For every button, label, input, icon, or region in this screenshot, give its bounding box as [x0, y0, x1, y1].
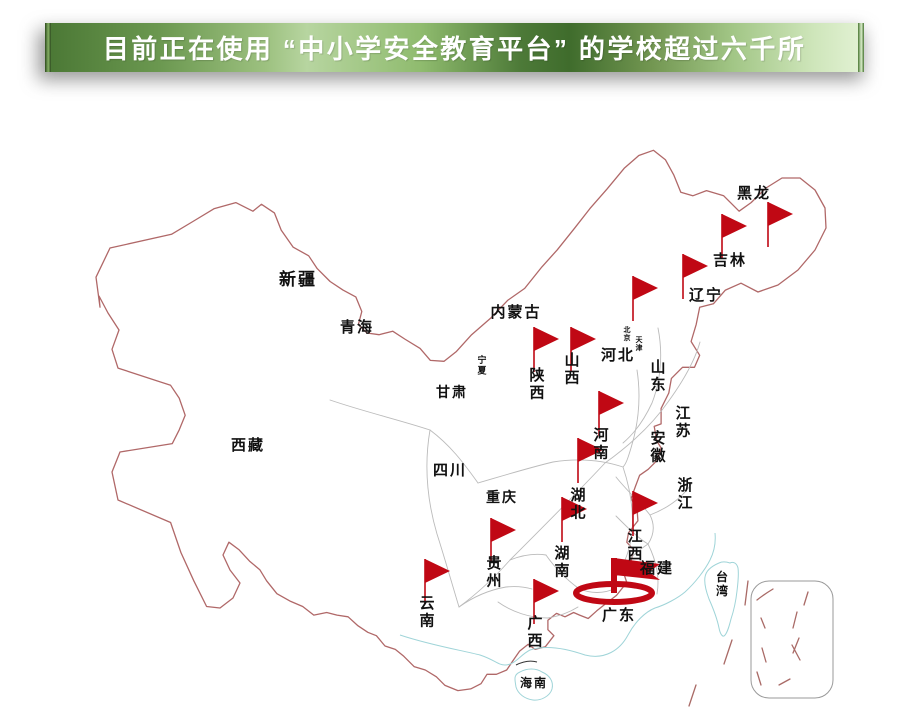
svg-text:浙江: 浙江 — [677, 476, 692, 511]
svg-text:台湾: 台湾 — [716, 569, 728, 598]
svg-text:宁夏: 宁夏 — [476, 354, 487, 375]
svg-text:吉林: 吉林 — [713, 251, 747, 269]
svg-text:广东: 广东 — [602, 606, 636, 624]
svg-text:湖南: 湖南 — [554, 545, 569, 579]
svg-text:河南: 河南 — [593, 426, 608, 461]
svg-text:云南: 云南 — [419, 595, 434, 629]
svg-text:江苏: 江苏 — [675, 404, 690, 439]
svg-text:辽宁: 辽宁 — [689, 286, 723, 304]
svg-text:西藏: 西藏 — [231, 436, 265, 454]
svg-text:四川: 四川 — [433, 462, 467, 479]
svg-text:广西: 广西 — [527, 614, 542, 649]
svg-text:北京: 北京 — [624, 325, 631, 342]
svg-text:内蒙古: 内蒙古 — [490, 303, 541, 321]
svg-text:陕西: 陕西 — [529, 366, 544, 401]
svg-text:江西: 江西 — [627, 527, 642, 562]
svg-text:海南: 海南 — [520, 675, 548, 690]
svg-text:青海: 青海 — [340, 318, 374, 336]
svg-text:安徽: 安徽 — [649, 429, 666, 464]
svg-text:湖北: 湖北 — [570, 487, 585, 521]
svg-text:黑龙: 黑龙 — [737, 184, 771, 202]
svg-text:河北: 河北 — [601, 346, 635, 364]
svg-text:甘肃: 甘肃 — [436, 384, 468, 400]
svg-text:重庆: 重庆 — [486, 489, 518, 505]
svg-text:新疆: 新疆 — [279, 269, 317, 289]
svg-text:贵州: 贵州 — [485, 554, 501, 589]
svg-text:山西: 山西 — [564, 352, 579, 386]
svg-text:福建: 福建 — [639, 559, 674, 577]
svg-text:山东: 山东 — [650, 359, 665, 393]
